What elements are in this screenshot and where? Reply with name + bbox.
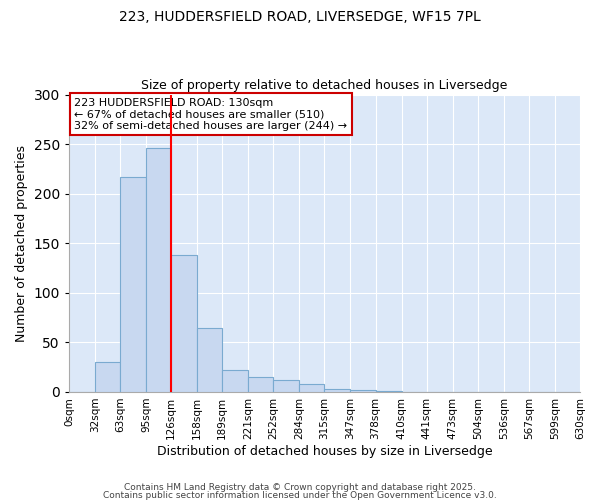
Y-axis label: Number of detached properties: Number of detached properties [15, 145, 28, 342]
Text: Contains HM Land Registry data © Crown copyright and database right 2025.: Contains HM Land Registry data © Crown c… [124, 484, 476, 492]
Bar [274, 380, 299, 392]
Bar [299, 384, 325, 392]
Title: Size of property relative to detached houses in Liversedge: Size of property relative to detached ho… [141, 79, 508, 92]
Text: 223, HUDDERSFIELD ROAD, LIVERSEDGE, WF15 7PL: 223, HUDDERSFIELD ROAD, LIVERSEDGE, WF15… [119, 10, 481, 24]
Bar [376, 391, 401, 392]
Text: 223 HUDDERSFIELD ROAD: 130sqm
← 67% of detached houses are smaller (510)
32% of : 223 HUDDERSFIELD ROAD: 130sqm ← 67% of d… [74, 98, 347, 130]
Bar [197, 328, 222, 392]
Bar [248, 377, 274, 392]
Bar [146, 148, 171, 392]
Bar [120, 177, 146, 392]
Bar [325, 389, 350, 392]
Bar [350, 390, 376, 392]
Text: Contains public sector information licensed under the Open Government Licence v3: Contains public sector information licen… [103, 490, 497, 500]
Bar [95, 362, 120, 392]
X-axis label: Distribution of detached houses by size in Liversedge: Distribution of detached houses by size … [157, 444, 492, 458]
Bar [171, 255, 197, 392]
Bar [222, 370, 248, 392]
